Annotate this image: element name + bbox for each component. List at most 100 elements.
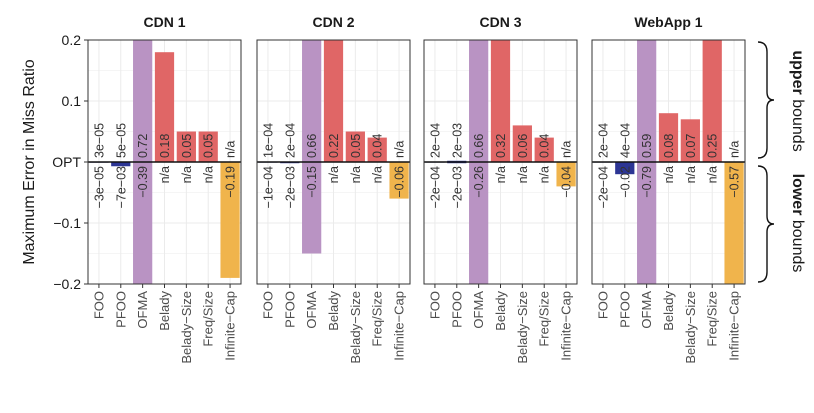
- x-tick-label: Belady: [326, 291, 341, 331]
- lower-bounds-label-rest: bounds: [789, 215, 806, 272]
- data-label-lower: n/a: [706, 166, 720, 183]
- data-label-lower: n/a: [158, 166, 172, 183]
- data-label-lower: −7e−03: [114, 166, 128, 208]
- x-tick-label: Belady: [661, 291, 676, 331]
- data-label-upper: 1e−04: [261, 123, 275, 158]
- y-tick-label: −0.2: [53, 276, 81, 292]
- y-axis-label: Maximum Error in Miss Ratio: [21, 59, 38, 264]
- data-label-lower: n/a: [327, 166, 341, 183]
- bar-upper-belady: [154, 52, 175, 163]
- data-label-lower: −0.79: [640, 166, 654, 198]
- x-tick-label: Freq/Size: [705, 291, 720, 347]
- data-label-upper: 0.72: [136, 134, 150, 158]
- data-label-upper: 0.22: [327, 134, 341, 158]
- x-tick-label: OFMA: [135, 291, 150, 329]
- data-label-upper: 0.18: [158, 134, 172, 158]
- data-label-lower: n/a: [684, 166, 698, 183]
- data-label-lower: n/a: [516, 166, 530, 183]
- y-axis-ticks: 0.2 0.1 OPT −0.1 −0.2: [52, 32, 88, 292]
- data-label-upper: n/a: [560, 141, 574, 158]
- upper-brace: [757, 41, 775, 159]
- data-label-lower: n/a: [180, 166, 194, 183]
- panel-title: WebApp 1: [634, 14, 702, 30]
- data-label-lower: −2e−04: [596, 166, 610, 208]
- x-tick-label: FOO: [595, 291, 610, 319]
- x-tick-label: Freq/Size: [201, 291, 216, 347]
- data-label-lower: −0.15: [305, 166, 319, 198]
- bar-lower-ofma: [133, 162, 153, 284]
- data-label-lower: n/a: [662, 166, 676, 183]
- data-label-lower: −0.39: [136, 166, 150, 198]
- data-label-lower: −0.04: [560, 166, 574, 198]
- data-label-lower: n/a: [349, 166, 363, 183]
- x-tick-label: PFOO: [113, 291, 128, 328]
- x-tick-label: Belady−Size: [683, 291, 698, 364]
- x-tick-label: Infinite−Cap: [223, 291, 238, 361]
- bar-upper-belady: [323, 40, 344, 162]
- bar-upper-ofma: [637, 40, 657, 162]
- panel-title: CDN 1: [143, 14, 185, 30]
- bar-upper-belady: [490, 40, 511, 162]
- data-label-lower: n/a: [202, 166, 216, 183]
- bar-upper-freq-size: [702, 40, 722, 162]
- data-label-upper: 0.04: [371, 134, 385, 158]
- data-label-lower: −2e−03: [283, 166, 297, 208]
- x-tick-label: OFMA: [304, 291, 319, 329]
- data-label-upper: n/a: [224, 141, 238, 158]
- data-label-lower: n/a: [538, 166, 552, 183]
- bar-lower-infinite-cap: [220, 162, 240, 278]
- panel-cdn-3: 2e−04 2e−03 0.66 0.32 0.06 0.04 n/a −2e−04 −2e−0…: [423, 14, 578, 364]
- bar-upper-ofma: [469, 40, 489, 162]
- y-tick-label: 0.2: [62, 32, 82, 48]
- data-label-upper: 0.07: [684, 134, 698, 158]
- facet-panels: 3e−05 5e−05 0.72 0.18 0.05 0.05 n/a −3e−05 −7e−0…: [87, 14, 746, 364]
- x-tick-label: Infinite−Cap: [559, 291, 574, 361]
- panel-cdn-1: 3e−05 5e−05 0.72 0.18 0.05 0.05 n/a −3e−05 −7e−0…: [87, 14, 242, 364]
- data-label-upper: 2e−04: [428, 123, 442, 158]
- x-tick-label: FOO: [260, 291, 275, 319]
- y-tick-label: OPT: [52, 154, 81, 170]
- x-tick-label: Belady: [493, 291, 508, 331]
- data-label-lower: −1e−04: [261, 166, 275, 208]
- bar-upper-ofma: [133, 40, 153, 162]
- bar-lower-pfoo: [111, 162, 131, 167]
- bar-upper-belady-size: [345, 131, 365, 162]
- data-label-upper: n/a: [393, 141, 407, 158]
- bar-lower-ofma: [469, 162, 489, 284]
- x-tick-label: Freq/Size: [537, 291, 552, 347]
- data-label-lower: n/a: [371, 166, 385, 183]
- data-label-upper: 0.05: [349, 134, 363, 158]
- data-label-upper: 0.06: [516, 134, 530, 158]
- panel-title: CDN 3: [479, 14, 521, 30]
- panel-cdn-2: 1e−04 2e−04 0.66 0.22 0.05 0.04 n/a −1e−04 −2e−0…: [256, 14, 411, 364]
- lower-brace: [757, 165, 775, 283]
- data-label-upper: 2e−04: [283, 123, 297, 158]
- data-label-lower: −0.02: [618, 166, 632, 198]
- data-label-upper: 0.04: [538, 134, 552, 158]
- data-label-lower: −2e−03: [450, 166, 464, 208]
- x-tick-label: OFMA: [471, 291, 486, 329]
- data-label-upper: 0.66: [305, 134, 319, 158]
- data-label-upper: 0.25: [706, 134, 720, 158]
- y-tick-label: 0.1: [62, 93, 82, 109]
- data-label-lower: −0.26: [472, 166, 486, 198]
- x-tick-label: PFOO: [449, 291, 464, 328]
- x-tick-label: FOO: [91, 291, 106, 319]
- x-tick-label: FOO: [427, 291, 442, 319]
- x-tick-label: Belady−Size: [179, 291, 194, 364]
- data-label-lower: −0.06: [393, 166, 407, 198]
- bar-lower-pfoo: [615, 162, 635, 175]
- data-label-upper: 5e−05: [114, 123, 128, 158]
- data-label-upper: 0.08: [662, 134, 676, 158]
- bar-upper-freq-size: [534, 137, 554, 162]
- upper-bounds-label-bold: upper: [789, 50, 806, 94]
- data-label-upper: 4e−04: [618, 123, 632, 158]
- bar-lower-infinite-cap: [389, 162, 409, 199]
- bar-upper-freq-size: [198, 131, 218, 162]
- lower-bounds-label: lower bounds: [789, 174, 806, 273]
- data-label-upper: 0.05: [202, 134, 216, 158]
- bar-lower-infinite-cap: [724, 162, 744, 284]
- x-tick-label: OFMA: [639, 291, 654, 329]
